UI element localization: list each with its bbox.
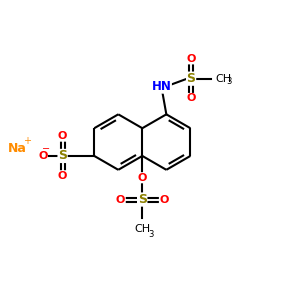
- Text: S: S: [58, 149, 67, 162]
- Text: O: O: [186, 94, 196, 103]
- Text: CH: CH: [215, 74, 231, 84]
- Text: 3: 3: [227, 77, 232, 86]
- Text: Na: Na: [8, 142, 26, 154]
- Text: O: O: [138, 173, 147, 183]
- Text: 3: 3: [148, 230, 154, 239]
- Text: CH: CH: [134, 224, 150, 234]
- Text: +: +: [23, 136, 31, 146]
- Text: O: O: [186, 54, 196, 64]
- Text: O: O: [58, 171, 67, 181]
- Text: −: −: [42, 144, 50, 154]
- Text: HN: HN: [152, 80, 171, 93]
- Text: S: S: [187, 72, 196, 85]
- Text: O: O: [58, 131, 67, 141]
- Text: O: O: [159, 194, 169, 205]
- Text: S: S: [138, 193, 147, 206]
- Text: O: O: [38, 151, 47, 161]
- Text: O: O: [116, 194, 125, 205]
